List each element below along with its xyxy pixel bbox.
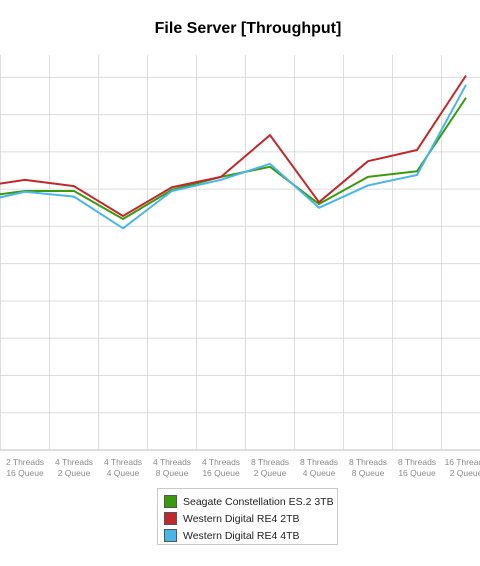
x-tick-label: 8 Threads 4 Queue — [300, 457, 338, 478]
x-tick-label: 8 Threads 16 Queue — [398, 457, 436, 478]
legend-label: Western Digital RE4 2TB — [183, 512, 300, 525]
legend-label: Seagate Constellation ES.2 3TB — [183, 495, 334, 508]
legend-item: Western Digital RE4 4TB — [164, 527, 331, 544]
x-tick-label: 4 Threads 16 Queue — [202, 457, 240, 478]
legend: Seagate Constellation ES.2 3TB Western Di… — [157, 488, 338, 545]
gridlines — [0, 55, 480, 451]
series-line-3 — [0, 84, 467, 230]
legend-item: Western Digital RE4 2TB — [164, 510, 331, 527]
legend-swatch — [164, 495, 177, 508]
x-tick-label: 4 Threads 2 Queue — [55, 457, 93, 478]
x-tick-label: 8 Threads 2 Queue — [251, 457, 289, 478]
x-tick-label: 8 Threads 8 Queue — [349, 457, 387, 478]
legend-swatch — [164, 529, 177, 542]
legend-item: Seagate Constellation ES.2 3TB — [164, 493, 334, 510]
legend-swatch — [164, 512, 177, 525]
legend-label: Western Digital RE4 4TB — [183, 529, 300, 542]
series-line-2 — [0, 74, 467, 217]
x-tick-label: 4 Threads 8 Queue — [153, 457, 191, 478]
chart-title: File Server [Throughput] — [154, 20, 342, 37]
series-lines — [0, 74, 467, 230]
x-tick-label: 2 Threads 16 Queue — [6, 457, 44, 478]
x-tick-label: 4 Threads 4 Queue — [104, 457, 142, 478]
series-line-1 — [0, 97, 467, 220]
